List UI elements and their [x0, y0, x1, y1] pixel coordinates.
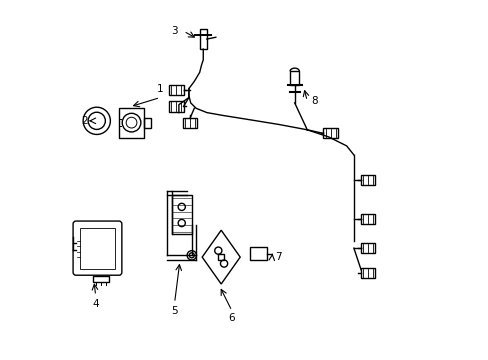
Bar	[169, 85, 183, 95]
Bar	[80, 228, 115, 269]
Text: 5: 5	[171, 306, 178, 316]
Bar	[360, 268, 375, 278]
Bar	[360, 175, 375, 185]
Bar	[360, 215, 375, 225]
Bar	[289, 71, 299, 85]
Bar	[171, 195, 191, 234]
Text: 8: 8	[310, 96, 317, 106]
Bar	[199, 30, 206, 49]
Text: 3: 3	[171, 26, 178, 36]
Bar	[169, 102, 183, 112]
Bar	[250, 247, 267, 260]
Bar	[323, 129, 337, 138]
Bar	[93, 276, 109, 282]
Bar	[144, 118, 151, 128]
Bar	[360, 243, 375, 253]
Text: 2: 2	[81, 116, 88, 126]
Bar	[218, 254, 224, 260]
Text: 6: 6	[228, 313, 235, 323]
Bar	[183, 118, 197, 129]
Text: 4: 4	[92, 299, 99, 309]
Text: 1: 1	[157, 84, 163, 94]
Bar	[119, 108, 144, 138]
Text: 7: 7	[275, 252, 281, 262]
